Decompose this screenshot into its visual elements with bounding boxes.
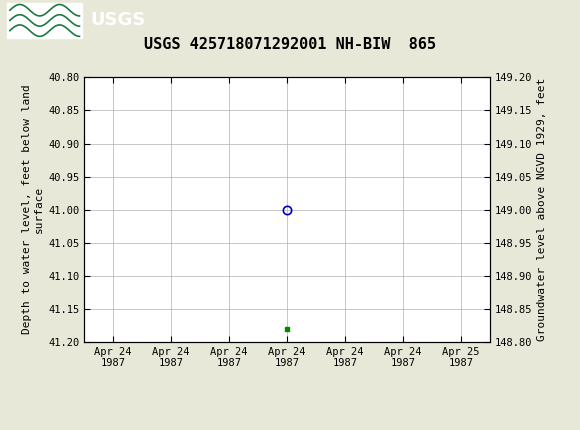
Text: USGS: USGS [90, 12, 145, 29]
Text: USGS 425718071292001 NH-BIW  865: USGS 425718071292001 NH-BIW 865 [144, 37, 436, 52]
Y-axis label: Groundwater level above NGVD 1929, feet: Groundwater level above NGVD 1929, feet [536, 78, 546, 341]
Y-axis label: Depth to water level, feet below land
surface: Depth to water level, feet below land su… [22, 85, 44, 335]
FancyBboxPatch shape [7, 3, 82, 37]
